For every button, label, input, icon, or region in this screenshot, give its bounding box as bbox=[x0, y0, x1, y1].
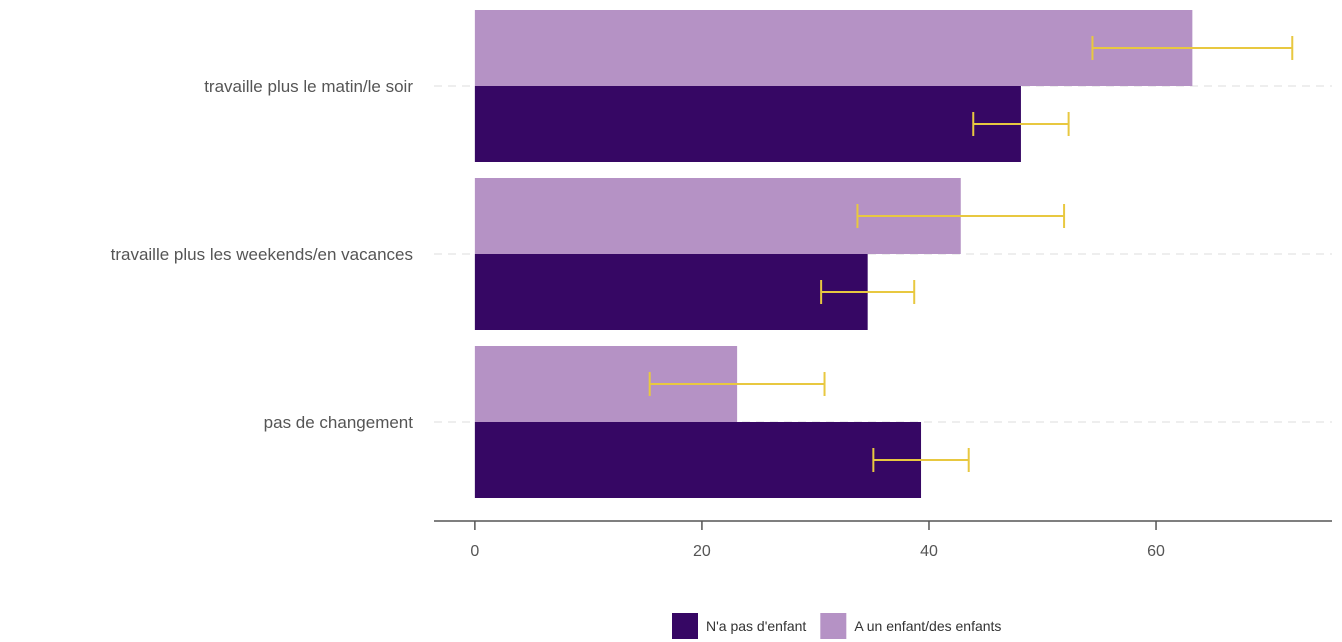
bar-n-a-pas-d-enfant-pas-de-changement bbox=[474, 422, 922, 498]
bars bbox=[474, 10, 1193, 498]
x-tick-label-0: 0 bbox=[470, 543, 479, 560]
legend-swatch-n-a-pas-d-enfant bbox=[672, 613, 698, 639]
error-bar-a-un-enfant-des-enfants-pas-de-changement bbox=[648, 372, 826, 396]
error-bar-n-a-pas-d-enfant-travaille-plus-le-matin-le-soir bbox=[972, 112, 1070, 136]
error-bars bbox=[648, 36, 1294, 472]
category-label-travaille-plus-les-weekends-en-vacances: travaille plus les weekends/en vacances bbox=[111, 245, 413, 264]
x-axis: 0 20 40 60 bbox=[434, 520, 1332, 560]
bar-a-un-enfant-des-enfants-travaille-plus-le-matin-le-soir bbox=[474, 10, 1193, 86]
x-tick-label-20: 20 bbox=[693, 543, 711, 560]
error-bar-a-un-enfant-des-enfants-travaille-plus-les-weekends-en-vacances bbox=[856, 204, 1066, 228]
legend-item-a-un-enfant-des-enfants: A un enfant/des enfants bbox=[820, 613, 1001, 639]
legend-label-n-a-pas-d-enfant: N'a pas d'enfant bbox=[706, 618, 806, 634]
legend: N'a pas d'enfant A un enfant/des enfants bbox=[672, 613, 1001, 639]
error-bar-n-a-pas-d-enfant-travaille-plus-les-weekends-en-vacances bbox=[820, 280, 916, 304]
legend-label-a-un-enfant-des-enfants: A un enfant/des enfants bbox=[854, 618, 1001, 634]
x-tick-label-40: 40 bbox=[920, 543, 938, 560]
bar-n-a-pas-d-enfant-travaille-plus-le-matin-le-soir bbox=[474, 86, 1021, 162]
error-bar-a-un-enfant-des-enfants-travaille-plus-le-matin-le-soir bbox=[1091, 36, 1294, 60]
category-labels: travaille plus le matin/le soir travaille… bbox=[111, 77, 414, 432]
legend-swatch-a-un-enfant-des-enfants bbox=[820, 613, 847, 639]
bar-n-a-pas-d-enfant-travaille-plus-les-weekends-en-vacances bbox=[474, 254, 868, 330]
category-label-travaille-plus-le-matin-le-soir: travaille plus le matin/le soir bbox=[204, 77, 413, 96]
legend-item-n-a-pas-d-enfant: N'a pas d'enfant bbox=[672, 613, 806, 639]
error-bar-n-a-pas-d-enfant-pas-de-changement bbox=[872, 448, 970, 472]
x-tick-label-60: 60 bbox=[1147, 543, 1165, 560]
category-label-pas-de-changement: pas de changement bbox=[264, 413, 414, 432]
